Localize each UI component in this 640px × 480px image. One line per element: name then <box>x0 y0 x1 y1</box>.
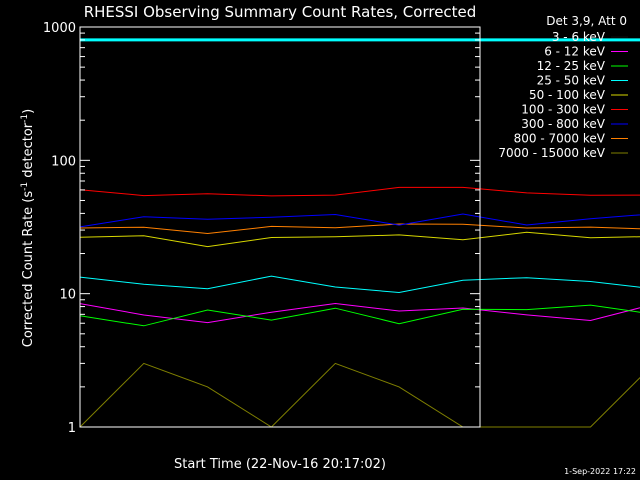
y-axis-label-end: ) <box>21 109 36 114</box>
plot-frame <box>79 26 481 428</box>
legend-label: 50 - 100 keV <box>529 88 606 102</box>
x-axis-label: Start Time (22-Nov-16 20:17:02) <box>174 457 386 472</box>
legend-title: Det 3,9, Att 0 <box>546 14 627 28</box>
legend-label: 7000 - 15000 keV <box>498 146 605 160</box>
legend-label: 25 - 50 keV <box>537 74 606 88</box>
chart-title: RHESSI Observing Summary Count Rates, Co… <box>84 3 477 21</box>
legend-label: 6 - 12 keV <box>544 45 606 59</box>
y-tick-label: 100 <box>51 154 76 169</box>
y-axis-label-sup1: -1 <box>20 182 30 191</box>
y-tick-label: 10 <box>59 288 76 303</box>
axes: 110100100020:3020:4521:0021:1521:3021:45 <box>43 21 481 436</box>
legend-label: 300 - 800 keV <box>521 117 605 131</box>
y-axis-label-sup2: -1 <box>20 114 30 123</box>
legend-label: 3 - 6 keV <box>552 30 606 44</box>
y-axis-label: Corrected Count Rate (s-1 detector-1) <box>20 109 36 347</box>
y-axis-label-main: Corrected Count Rate (s <box>21 191 36 348</box>
legend-label: 800 - 7000 keV <box>514 132 606 146</box>
y-tick-label: 1 <box>68 421 76 436</box>
timestamp: 1-Sep-2022 17:22 <box>564 467 636 476</box>
legend-label: 100 - 300 keV <box>521 103 605 117</box>
legend-label: 12 - 25 keV <box>537 59 606 73</box>
y-tick-label: 1000 <box>43 21 76 36</box>
y-axis-label-mid: detector <box>21 122 36 182</box>
